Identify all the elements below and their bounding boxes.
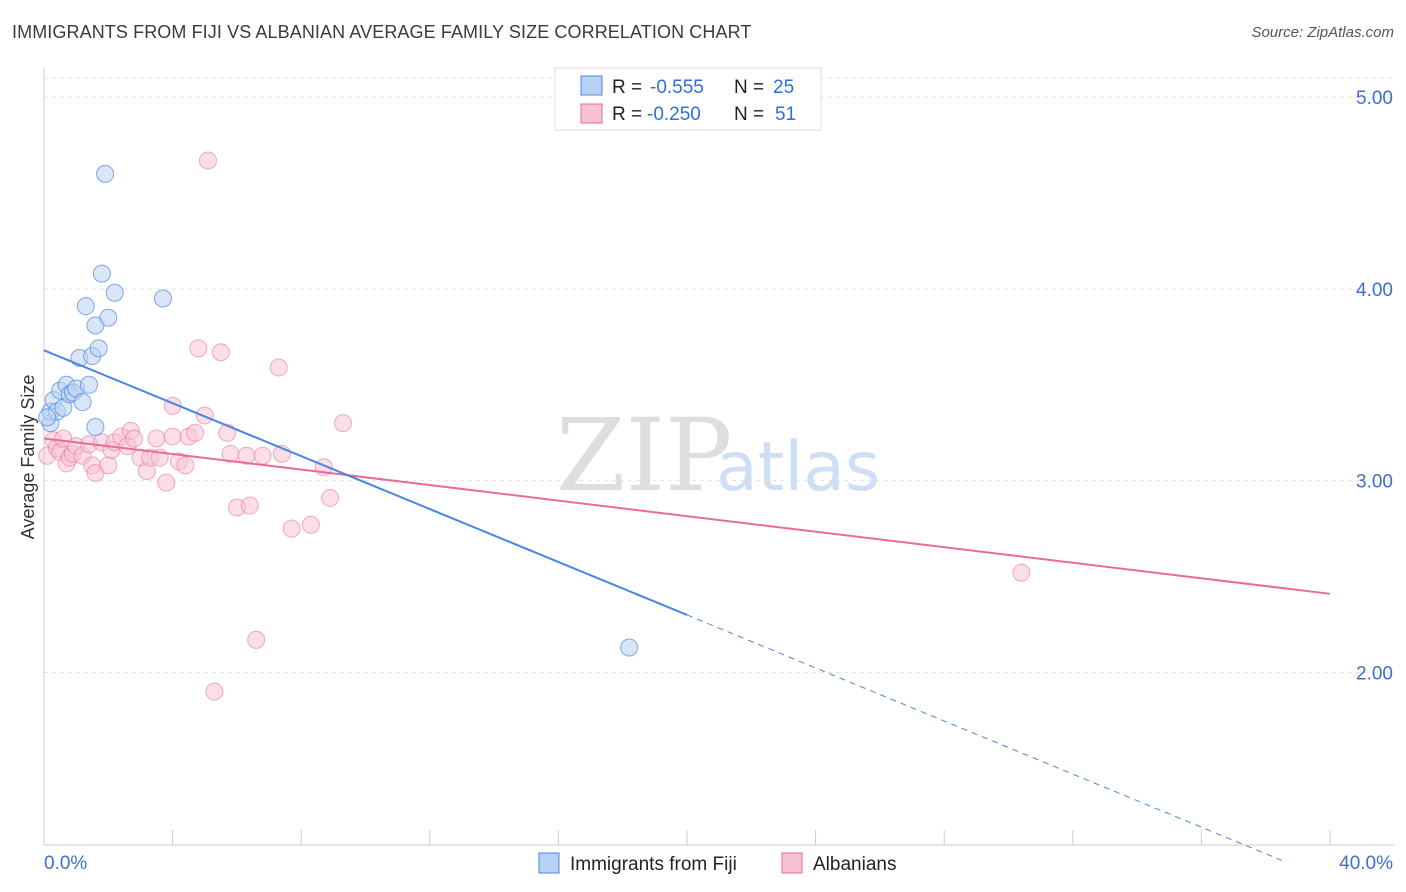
albanian-point bbox=[282, 519, 301, 538]
albanian-point bbox=[176, 456, 195, 475]
albanian-point bbox=[163, 427, 182, 446]
legend-n-label-fiji: N = bbox=[734, 77, 764, 98]
source-label: Source: ZipAtlas.com bbox=[1251, 24, 1394, 41]
bottom-legend-label-fiji: Immigrants from Fiji bbox=[570, 854, 737, 875]
fiji-point bbox=[620, 638, 639, 657]
albanian-points bbox=[38, 151, 1031, 701]
fiji-point bbox=[73, 393, 92, 412]
fiji-points bbox=[38, 164, 639, 657]
fiji-point bbox=[105, 283, 124, 302]
y-tick-label: 3.00 bbox=[1356, 472, 1393, 493]
legend-r-value-albanian: -0.250 bbox=[647, 104, 701, 125]
albanian-point bbox=[189, 339, 208, 358]
albanian-point bbox=[1012, 563, 1031, 582]
fiji-point bbox=[76, 297, 95, 316]
legend-box: R = -0.555 N = 25 R = -0.250 N = 51 bbox=[554, 67, 822, 131]
fiji-point bbox=[89, 339, 108, 358]
legend-n-value-fiji: 25 bbox=[773, 77, 794, 98]
albanian-point bbox=[321, 488, 340, 507]
albanian-point bbox=[198, 151, 217, 170]
x-ticks bbox=[43, 830, 1331, 845]
y-tick-label: 4.00 bbox=[1356, 280, 1393, 301]
legend-swatch-albanian bbox=[580, 103, 603, 124]
albanian-point bbox=[99, 456, 118, 475]
albanian-point bbox=[147, 429, 166, 448]
fiji-point bbox=[86, 417, 105, 436]
watermark-atlas: atlas bbox=[716, 428, 880, 507]
gridlines bbox=[44, 77, 1394, 673]
albanian-point bbox=[186, 423, 205, 442]
legend-swatch-fiji bbox=[580, 75, 603, 96]
y-tick-label: 5.00 bbox=[1356, 88, 1393, 109]
albanian-point bbox=[205, 682, 224, 701]
legend-r-label-fiji: R = bbox=[612, 77, 642, 98]
y-tick-labels: 2.00 3.00 4.00 5.00 bbox=[1356, 88, 1393, 684]
y-tick-label: 2.00 bbox=[1356, 663, 1393, 684]
albanian-point bbox=[125, 429, 144, 448]
bottom-legend-swatch-fiji bbox=[538, 852, 560, 874]
fiji-point bbox=[96, 164, 115, 183]
legend-r-label-albanian: R = bbox=[612, 104, 642, 125]
legend-n-value-albanian: 51 bbox=[775, 104, 796, 125]
albanian-point bbox=[218, 423, 237, 442]
albanian-point bbox=[301, 515, 320, 534]
albanian-point bbox=[333, 414, 352, 433]
bottom-legend-label-albanian: Albanians bbox=[813, 854, 896, 875]
chart-title: IMMIGRANTS FROM FIJI VS ALBANIAN AVERAGE… bbox=[12, 22, 752, 42]
legend-r-value-fiji: -0.555 bbox=[650, 77, 704, 98]
albanian-point bbox=[247, 630, 266, 649]
watermark: ZIP atlas bbox=[556, 397, 880, 514]
albanian-point bbox=[253, 446, 272, 465]
fiji-point bbox=[80, 375, 99, 394]
watermark-zip: ZIP bbox=[556, 397, 732, 514]
fiji-point bbox=[99, 308, 118, 327]
albanian-trend-line bbox=[43, 437, 1331, 595]
fiji-point bbox=[92, 264, 111, 283]
albanian-point bbox=[157, 473, 176, 492]
x-tick-label-max: 40.0% bbox=[1339, 853, 1393, 874]
fiji-trend-extension bbox=[686, 614, 1282, 861]
y-axis-label: Average Family Size bbox=[18, 375, 38, 540]
albanian-point bbox=[269, 358, 288, 377]
fiji-point bbox=[153, 289, 172, 308]
legend-n-label-albanian: N = bbox=[734, 104, 764, 125]
albanian-point bbox=[211, 343, 230, 362]
albanian-point bbox=[240, 496, 259, 515]
x-tick-label-min: 0.0% bbox=[44, 853, 87, 874]
bottom-legend-swatch-albanian bbox=[781, 852, 803, 874]
fiji-point bbox=[38, 408, 57, 427]
bottom-legend: Immigrants from Fiji Albanians bbox=[538, 852, 896, 875]
fiji-trend-line bbox=[43, 349, 688, 616]
trend-lines bbox=[43, 349, 1331, 861]
